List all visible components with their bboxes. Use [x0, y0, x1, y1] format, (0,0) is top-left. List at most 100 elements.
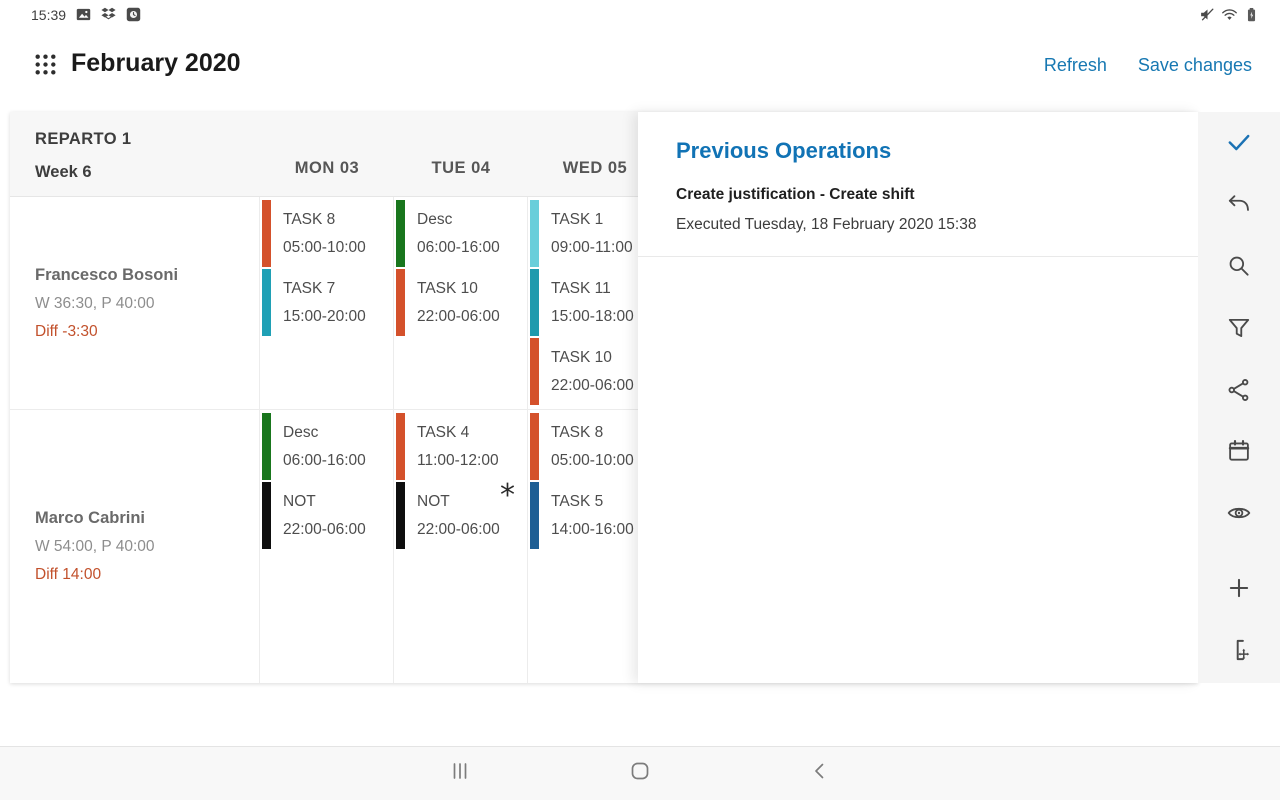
task-name: TASK 1 [551, 211, 604, 228]
operation-entry-executed: Executed Tuesday, 18 February 2020 15:38 [676, 216, 977, 233]
shift-task[interactable]: TASK 5 14:00-16:00 [530, 482, 661, 549]
shift-task[interactable]: TASK 8 05:00-10:00 [530, 413, 661, 480]
task-time: 06:00-16:00 [283, 452, 366, 469]
tool-button-share[interactable] [1198, 361, 1280, 423]
tool-button-eye[interactable] [1198, 485, 1280, 547]
status-time: 15:39 [31, 6, 67, 23]
nav-button-recents[interactable] [448, 762, 472, 786]
status-bar: 15:39 [0, 0, 1280, 30]
schedule-cell[interactable]: TASK 4 11:00-12:00 NOT 22:00-06:00 * [394, 410, 527, 683]
department-label: REPARTO 1 [35, 130, 132, 148]
back-icon [808, 759, 832, 788]
shift-task[interactable]: TASK 8 05:00-10:00 [262, 200, 393, 267]
task-name: Desc [417, 211, 453, 228]
day-column: TASK 1 09:00-11:00 TASK 11 15:00-18:00 TASK … [528, 197, 662, 683]
task-name: TASK 8 [551, 424, 604, 441]
task-time: 22:00-06:00 [417, 308, 500, 325]
main-content: REPARTO 1 Week 6 MON 03 TUE 04 WED 05 Fran… [0, 112, 1280, 683]
task-name: NOT [283, 493, 316, 510]
task-color-bar [530, 200, 539, 267]
tool-button-filter[interactable] [1198, 299, 1280, 361]
shift-task[interactable]: Desc 06:00-16:00 [262, 413, 393, 480]
task-name: NOT [417, 493, 450, 510]
tool-button-calendar[interactable] [1198, 423, 1280, 485]
employee-name: Francesco Bosoni [35, 265, 179, 284]
save-changes-button[interactable]: Save changes [1137, 55, 1252, 75]
tool-button-check[interactable] [1198, 114, 1280, 176]
schedule-cell[interactable]: Desc 06:00-16:00 TASK 10 22:00-06:00 [394, 197, 527, 410]
recents-icon [448, 759, 472, 788]
task-time: 09:00-11:00 [551, 239, 633, 256]
employee-hours: W 54:00, P 40:00 [35, 538, 155, 555]
task-name: Desc [283, 424, 319, 441]
employee-diff: Diff -3:30 [35, 322, 98, 340]
task-name: TASK 10 [417, 280, 478, 297]
schedule-cell[interactable]: Desc 06:00-16:00 NOT 22:00-06:00 [260, 410, 393, 683]
shift-task[interactable]: TASK 7 15:00-20:00 [262, 269, 393, 336]
shift-task[interactable]: Desc 06:00-16:00 [396, 200, 527, 267]
previous-operations-title: Previous Operations [676, 138, 892, 163]
insert-shift-icon [1226, 637, 1252, 668]
previous-operations-header: Previous Operations Create justification… [638, 112, 1198, 257]
operation-entry-title: Create justification - Create shift [676, 186, 915, 203]
tool-button-insert-shift[interactable] [1198, 621, 1280, 683]
tool-button-undo[interactable] [1198, 176, 1280, 238]
week-label: Week 6 [35, 163, 92, 181]
battery-charging-icon [1243, 6, 1260, 23]
task-time: 15:00-20:00 [283, 308, 366, 325]
tool-button-plus[interactable] [1198, 559, 1280, 621]
task-color-bar [396, 269, 405, 336]
employee-column: Francesco Bosoni W 36:30, P 40:00 Diff -3:… [10, 197, 260, 683]
schedule-grid-body: Francesco Bosoni W 36:30, P 40:00 Diff -3:… [10, 197, 1198, 683]
task-time: 05:00-10:00 [551, 452, 634, 469]
dropbox-icon [100, 6, 117, 23]
task-color-bar [262, 413, 271, 480]
task-color-bar [262, 482, 271, 549]
task-color-bar [396, 413, 405, 480]
nav-button-back[interactable] [808, 762, 832, 786]
task-time: 05:00-10:00 [283, 239, 366, 256]
shift-task[interactable]: TASK 10 22:00-06:00 [396, 269, 527, 336]
task-name: TASK 11 [551, 280, 611, 297]
wifi-icon [1221, 6, 1238, 23]
shift-task[interactable]: TASK 11 15:00-18:00 [530, 269, 661, 336]
undo-icon [1226, 191, 1252, 222]
task-time: 06:00-16:00 [417, 239, 500, 256]
shift-task[interactable]: TASK 10 22:00-06:00 [530, 338, 661, 405]
task-color-bar [396, 200, 405, 267]
day-column: Desc 06:00-16:00 TASK 10 22:00-06:00 TASK 4 1… [394, 197, 528, 683]
task-name: TASK 8 [283, 211, 336, 228]
nav-button-home[interactable] [628, 762, 652, 786]
task-name: TASK 10 [551, 349, 612, 366]
refresh-button[interactable]: Refresh [1043, 55, 1107, 75]
employee-row[interactable]: Marco Cabrini W 54:00, P 40:00 Diff 14:00 [10, 410, 259, 683]
task-color-bar [530, 338, 539, 405]
app-drawer-icon[interactable] [33, 52, 58, 77]
day-header: TUE 04 [431, 159, 491, 177]
task-time: 15:00-18:00 [551, 308, 634, 325]
schedule-cell[interactable]: TASK 8 05:00-10:00 TASK 5 14:00-16:00 [528, 410, 661, 683]
day-header: WED 05 [562, 159, 628, 177]
employee-hours: W 36:30, P 40:00 [35, 294, 155, 312]
task-color-bar [530, 269, 539, 336]
employee-row[interactable]: Francesco Bosoni W 36:30, P 40:00 Diff -3:… [10, 197, 259, 410]
shift-task[interactable]: NOT 22:00-06:00 [262, 482, 393, 549]
shift-task[interactable]: TASK 4 11:00-12:00 [396, 413, 527, 480]
task-time: 11:00-12:00 [417, 452, 499, 469]
task-color-bar [262, 269, 271, 336]
page-title: February 2020 [71, 49, 241, 77]
check-icon [1226, 129, 1252, 160]
schedule-cell[interactable]: TASK 8 05:00-10:00 TASK 7 15:00-20:00 [260, 197, 393, 410]
android-nav-bar [0, 746, 1280, 800]
side-toolbar [1198, 112, 1280, 683]
task-time: 22:00-06:00 [283, 521, 366, 538]
employee-diff: Diff 14:00 [35, 566, 102, 583]
shift-task[interactable]: NOT 22:00-06:00 * [396, 478, 527, 549]
schedule-cell[interactable]: TASK 1 09:00-11:00 TASK 11 15:00-18:00 TASK … [528, 197, 661, 410]
search-icon [1226, 253, 1252, 284]
tool-button-search[interactable] [1198, 238, 1280, 300]
day-header: MON 03 [294, 159, 360, 177]
shift-task[interactable]: TASK 1 09:00-11:00 [530, 200, 661, 267]
home-icon [628, 759, 652, 788]
task-marker-asterisk: * [500, 478, 515, 513]
